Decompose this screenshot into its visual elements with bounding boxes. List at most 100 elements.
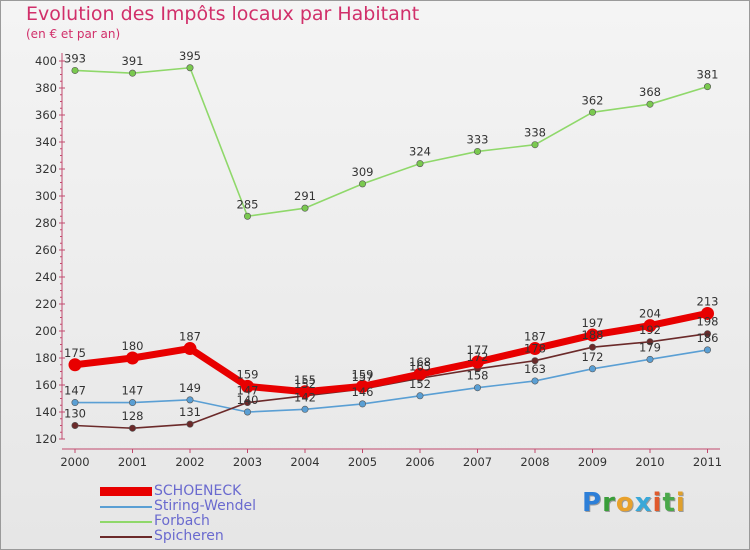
data-label: 128 — [122, 409, 144, 423]
y-tick-label: 380 — [35, 81, 57, 95]
data-label: 187 — [524, 330, 546, 344]
series-line-forbach — [74, 66, 709, 218]
data-label: 163 — [524, 362, 546, 376]
x-tick-label: 2009 — [578, 455, 607, 469]
data-point — [531, 377, 539, 385]
x-tick-label: 2001 — [118, 455, 147, 469]
data-label: 142 — [294, 390, 316, 404]
data-label: 172 — [582, 350, 604, 364]
y-tick-label: 180 — [35, 351, 57, 365]
series-line-schoeneck — [71, 309, 711, 396]
data-point — [531, 357, 539, 365]
data-label: 157 — [352, 370, 374, 384]
data-label: 159 — [237, 367, 259, 381]
x-tick-label: 2008 — [520, 455, 549, 469]
legend-label: Forbach — [154, 513, 210, 529]
data-label: 178 — [524, 342, 546, 356]
data-label: 197 — [582, 316, 604, 330]
data-point — [646, 338, 654, 346]
data-label: 391 — [122, 54, 144, 68]
axes: 120 140 160 180 200 220 240 260 280 300 320 340 360 3… — [35, 53, 722, 469]
data-label: 333 — [467, 132, 489, 146]
x-tick-label: 2004 — [290, 455, 319, 469]
data-point — [473, 384, 481, 392]
data-label: 187 — [179, 330, 201, 344]
chart-subtitle: (en € et par an) — [26, 27, 121, 41]
data-point — [301, 204, 309, 212]
x-tick-label: 2010 — [635, 455, 664, 469]
data-label: 395 — [179, 49, 201, 63]
x-tick-label: 2005 — [348, 455, 377, 469]
data-label: 168 — [409, 355, 431, 369]
y-tick-label: 260 — [35, 243, 57, 257]
data-point — [241, 379, 254, 393]
data-point — [416, 392, 424, 400]
x-tick-label: 2011 — [693, 455, 722, 469]
data-label: 131 — [179, 405, 201, 419]
data-label: 362 — [582, 93, 604, 107]
data-point — [186, 64, 194, 72]
legend-swatch — [100, 487, 152, 496]
data-point — [71, 399, 79, 407]
legend: SCHOENECK Stiring-Wendel Forbach Spicheren — [100, 484, 256, 544]
data-point — [71, 66, 79, 74]
data-label: 192 — [639, 323, 661, 337]
data-label: 324 — [409, 145, 431, 159]
data-point — [646, 355, 654, 363]
series-line-stiring-wendel — [74, 349, 709, 413]
data-point — [703, 83, 711, 91]
data-point — [703, 330, 711, 338]
data-label: 149 — [179, 381, 201, 395]
x-tick-label: 2007 — [463, 455, 492, 469]
y-tick-label: 360 — [35, 108, 57, 122]
data-label: 180 — [122, 339, 144, 353]
data-label: 147 — [122, 384, 144, 398]
data-point — [356, 379, 369, 393]
data-label: 172 — [467, 350, 489, 364]
data-label: 146 — [352, 385, 374, 399]
data-point — [301, 405, 309, 413]
y-tick-label: 240 — [35, 270, 57, 284]
data-label: 147 — [237, 384, 259, 398]
data-point — [646, 100, 654, 108]
series-lines — [71, 66, 711, 430]
legend-item: SCHOENECK — [100, 484, 256, 499]
data-label: 381 — [697, 68, 719, 82]
logo-letter: r — [602, 488, 616, 518]
chart-title: Evolution des Impôts locaux par Habitant — [26, 3, 420, 25]
data-label: 188 — [582, 328, 604, 342]
data-label: 204 — [639, 307, 661, 321]
legend-swatch — [100, 520, 152, 523]
data-label: 338 — [524, 126, 546, 140]
legend-label: Spicheren — [154, 528, 224, 544]
x-tick-label: 2002 — [175, 455, 204, 469]
data-label: 130 — [64, 407, 86, 421]
data-point — [531, 141, 539, 149]
data-label: 159 — [352, 367, 374, 381]
data-point — [358, 400, 366, 408]
proxiti-logo: Proxiti — [582, 488, 686, 518]
logo-letter: o — [615, 488, 635, 518]
data-point — [244, 399, 252, 407]
y-tick-label: 120 — [35, 432, 57, 446]
data-point — [71, 421, 79, 429]
y-tick-label: 400 — [35, 54, 57, 68]
y-tick-label: 160 — [35, 378, 57, 392]
data-point — [186, 420, 194, 428]
data-point — [183, 342, 197, 356]
data-label: 165 — [409, 359, 431, 373]
legend-label: SCHOENECK — [154, 483, 242, 499]
data-label: 213 — [697, 294, 719, 308]
data-label: 198 — [697, 315, 719, 329]
data-label: 285 — [237, 197, 259, 211]
data-point — [298, 385, 312, 399]
data-point — [586, 328, 599, 342]
legend-item: Forbach — [100, 514, 256, 529]
data-label: 140 — [237, 393, 259, 407]
data-label: 393 — [64, 51, 86, 65]
data-point — [413, 367, 427, 381]
data-point — [186, 396, 194, 404]
data-point — [643, 319, 657, 333]
